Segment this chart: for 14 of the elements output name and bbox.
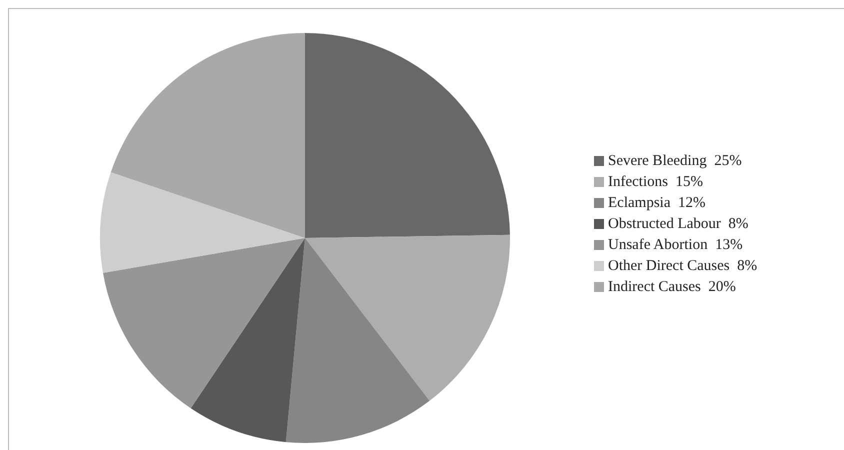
pie-slice bbox=[305, 234, 510, 401]
legend-label: Eclampsia 12% bbox=[608, 195, 706, 211]
legend-label: Other Direct Causes 8% bbox=[608, 258, 758, 274]
pie-slice bbox=[286, 238, 430, 443]
pie-slice bbox=[190, 238, 305, 442]
legend-label: Indirect Causes 20% bbox=[608, 279, 736, 295]
pie-slice bbox=[100, 172, 305, 273]
pie-slice bbox=[110, 33, 305, 238]
legend-label: Obstructed Labour 8% bbox=[608, 216, 748, 232]
legend-label: Severe Bleeding 25% bbox=[608, 153, 742, 169]
legend-label: Unsafe Abortion 13% bbox=[608, 237, 743, 253]
legend-label: Infections 15% bbox=[608, 174, 703, 190]
pie-slice bbox=[102, 238, 305, 408]
pie-slice bbox=[305, 33, 510, 238]
